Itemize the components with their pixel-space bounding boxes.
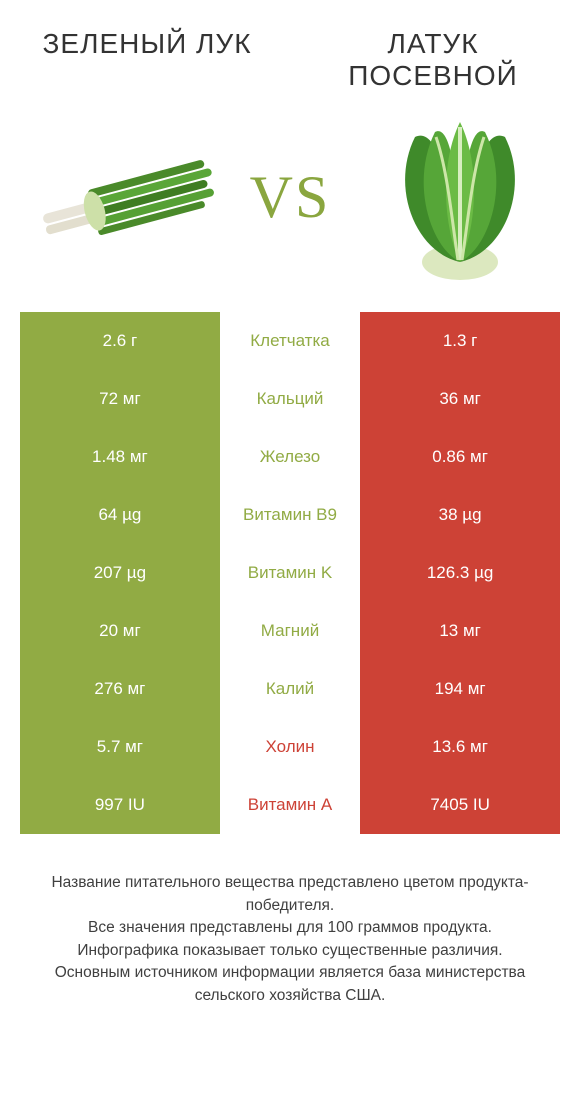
table-row: 72 мгКальций36 мг — [20, 370, 560, 428]
table-row: 64 µgВитамин B938 µg — [20, 486, 560, 544]
right-value: 13 мг — [360, 602, 560, 660]
right-value: 13.6 мг — [360, 718, 560, 776]
right-value: 7405 IU — [360, 776, 560, 834]
hero: VS — [0, 102, 580, 312]
left-product-title: ЗЕЛЕНЫЙ ЛУК — [30, 28, 264, 92]
right-product-title: ЛАТУК ПОСЕВНОЙ — [316, 28, 550, 92]
left-value: 1.48 мг — [20, 428, 220, 486]
nutrient-label: Клетчатка — [220, 312, 360, 370]
lettuce-icon — [360, 112, 560, 282]
right-product-image — [360, 112, 560, 282]
nutrient-label: Кальций — [220, 370, 360, 428]
table-row: 997 IUВитамин A7405 IU — [20, 776, 560, 834]
nutrient-label: Витамин B9 — [220, 486, 360, 544]
left-value: 997 IU — [20, 776, 220, 834]
right-value: 1.3 г — [360, 312, 560, 370]
left-value: 20 мг — [20, 602, 220, 660]
nutrient-label: Калий — [220, 660, 360, 718]
left-value: 64 µg — [20, 486, 220, 544]
right-value: 36 мг — [360, 370, 560, 428]
header: ЗЕЛЕНЫЙ ЛУК ЛАТУК ПОСЕВНОЙ — [0, 0, 580, 102]
right-value: 38 µg — [360, 486, 560, 544]
footer-line: Основным источником информации является … — [24, 962, 556, 1007]
left-value: 207 µg — [20, 544, 220, 602]
table-row: 2.6 гКлетчатка1.3 г — [20, 312, 560, 370]
nutrient-label: Витамин K — [220, 544, 360, 602]
footer-line: Название питательного вещества представл… — [24, 872, 556, 917]
footer-line: Все значения представлены для 100 граммо… — [24, 917, 556, 939]
vs-label: VS — [250, 163, 331, 232]
right-value: 0.86 мг — [360, 428, 560, 486]
left-value: 72 мг — [20, 370, 220, 428]
nutrient-label: Магний — [220, 602, 360, 660]
footer-line: Инфографика показывает только существенн… — [24, 940, 556, 962]
table-row: 276 мгКалий194 мг — [20, 660, 560, 718]
nutrient-label: Витамин A — [220, 776, 360, 834]
nutrient-label: Железо — [220, 428, 360, 486]
table-row: 207 µgВитамин K126.3 µg — [20, 544, 560, 602]
left-product-image — [20, 112, 220, 282]
nutrient-label: Холин — [220, 718, 360, 776]
comparison-table: 2.6 гКлетчатка1.3 г72 мгКальций36 мг1.48… — [0, 312, 580, 834]
table-row: 20 мгМагний13 мг — [20, 602, 560, 660]
green-onion-icon — [20, 112, 220, 282]
right-value: 126.3 µg — [360, 544, 560, 602]
footer-text: Название питательного вещества представл… — [0, 834, 580, 1007]
left-value: 2.6 г — [20, 312, 220, 370]
left-value: 5.7 мг — [20, 718, 220, 776]
table-row: 5.7 мгХолин13.6 мг — [20, 718, 560, 776]
left-value: 276 мг — [20, 660, 220, 718]
table-row: 1.48 мгЖелезо0.86 мг — [20, 428, 560, 486]
right-value: 194 мг — [360, 660, 560, 718]
